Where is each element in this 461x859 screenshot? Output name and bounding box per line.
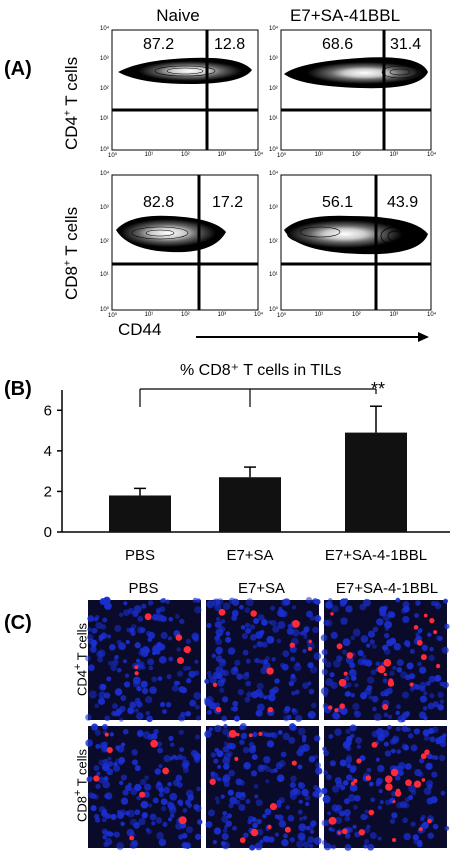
micrograph-2 (320, 597, 450, 723)
flow-plot-cd8-naive (111, 174, 259, 311)
y-tick-label: 10¹ (100, 272, 109, 279)
panel-a-label: (A) (4, 58, 32, 80)
x-tick-label: 10² (352, 152, 361, 158)
micrograph-1 (203, 596, 322, 723)
x-tick-label: 10³ (217, 312, 227, 318)
x-tick-label: 10¹ (314, 312, 324, 318)
pct-cd8-naive-left: 82.8 (143, 194, 175, 211)
mic-col-pbs: PBS (128, 580, 159, 597)
y-tick-label: 10² (269, 238, 278, 245)
pct-cd4-treated-left: 68.6 (322, 36, 354, 53)
x-tick-label: 10⁰ (277, 313, 287, 319)
y-tick-label: 10⁴ (100, 26, 110, 32)
x-tick-label: 10³ (389, 152, 399, 158)
x-tick-label: 10¹ (314, 152, 324, 158)
x-tick-label: 10² (181, 152, 190, 158)
y-tick-label: 10³ (100, 56, 109, 62)
bar-2 (345, 432, 407, 532)
pct-cd8-treated-left: 56.1 (322, 194, 354, 211)
y-tick-label: 10⁴ (269, 26, 279, 32)
x-tick-label: 10⁴ (254, 152, 264, 158)
y-tick-label: 10⁰ (100, 147, 110, 153)
flow-plot-cd8-treated (280, 174, 432, 311)
x-tick-label: 10² (352, 312, 361, 318)
y-tick-label: 10¹ (269, 272, 278, 279)
pct-cd4-naive-left: 87.2 (143, 36, 175, 53)
y-tick-label: 10⁰ (269, 307, 279, 313)
y-tick-label: 0 (44, 524, 52, 541)
micrograph-4 (204, 722, 323, 851)
y-tick-label: 10² (100, 86, 109, 92)
y-tick-label: 10² (269, 86, 278, 92)
y-tick-label: 6 (44, 402, 52, 419)
flow-tick-labels: 10⁰ 10¹ 10² 10³ 10⁴ 10⁰ 10¹ 10² 10³ 10⁴ 10⁰ 10¹ 10² 1… (0, 0, 461, 330)
column-title-naive: Naive (156, 6, 200, 25)
pct-cd4-treated-right: 31.4 (390, 36, 422, 53)
x-tick-label: 10⁰ (108, 153, 118, 159)
mic-col-e7sa-41bbl: E7+SA-4-1BBL (335, 580, 439, 597)
y-tick-label: 2 (44, 483, 52, 500)
bar-1 (219, 477, 281, 532)
y-tick-label: 10⁰ (269, 147, 279, 153)
category-label: E7+SA (226, 547, 273, 564)
x-tick-label: 10² (181, 312, 190, 318)
y-tick-label: 10⁴ (269, 171, 279, 177)
pct-cd8-treated-right: 43.9 (387, 194, 419, 211)
x-axis-arrow (196, 332, 429, 342)
x-tick-label: 10⁴ (427, 152, 437, 158)
bar-0 (109, 495, 171, 532)
y-tick-label: 10¹ (100, 116, 109, 122)
pct-cd4-naive-right: 12.8 (214, 36, 246, 53)
category-label: E7+SA-4-1BBL (325, 547, 427, 564)
x-tick-label: 10⁴ (427, 312, 437, 318)
panel-c-label: (C) (4, 612, 32, 634)
bar-chart: 0 2 4 6 PBS E7+SA E7+SA-4-1BBL ** (44, 380, 450, 564)
y-tick-label: 10⁰ (100, 307, 110, 313)
y-tick-label: 10¹ (269, 116, 278, 122)
y-tick-label: 10⁴ (100, 171, 110, 177)
x-tick-label: 10¹ (144, 152, 154, 158)
flow-plots (111, 29, 432, 311)
y-tick-label: 10³ (269, 204, 278, 211)
x-tick-label: 10³ (389, 312, 399, 318)
chart-title: % CD8⁺ T cells in TILs (180, 362, 342, 379)
pct-cd8-naive-right: 17.2 (212, 194, 244, 211)
x-axis-label: CD44 (118, 320, 162, 339)
significance-marker: ** (371, 380, 385, 399)
y-tick-label: 10² (100, 238, 109, 245)
micrograph-5 (321, 724, 450, 851)
y-tick-label: 4 (44, 443, 52, 460)
column-title-treated: E7+SA-41BBL (289, 6, 401, 25)
y-tick-label: 10³ (100, 204, 109, 211)
y-tick-label: 10³ (269, 56, 278, 62)
flow-plot-cd4-treated (280, 29, 432, 151)
micrograph-0 (85, 596, 202, 723)
x-tick-label: 10⁰ (277, 153, 287, 159)
x-tick-label: 10³ (217, 152, 227, 158)
x-tick-label: 10⁴ (254, 312, 264, 318)
mic-col-e7sa: E7+SA (237, 580, 286, 597)
x-tick-label: 10¹ (144, 312, 154, 318)
x-tick-label: 10⁰ (108, 313, 118, 319)
flow-plot-cd4-naive (111, 29, 259, 151)
panel-b-label: (B) (4, 378, 32, 400)
category-label: PBS (125, 547, 155, 564)
micrograph-3 (85, 723, 203, 850)
